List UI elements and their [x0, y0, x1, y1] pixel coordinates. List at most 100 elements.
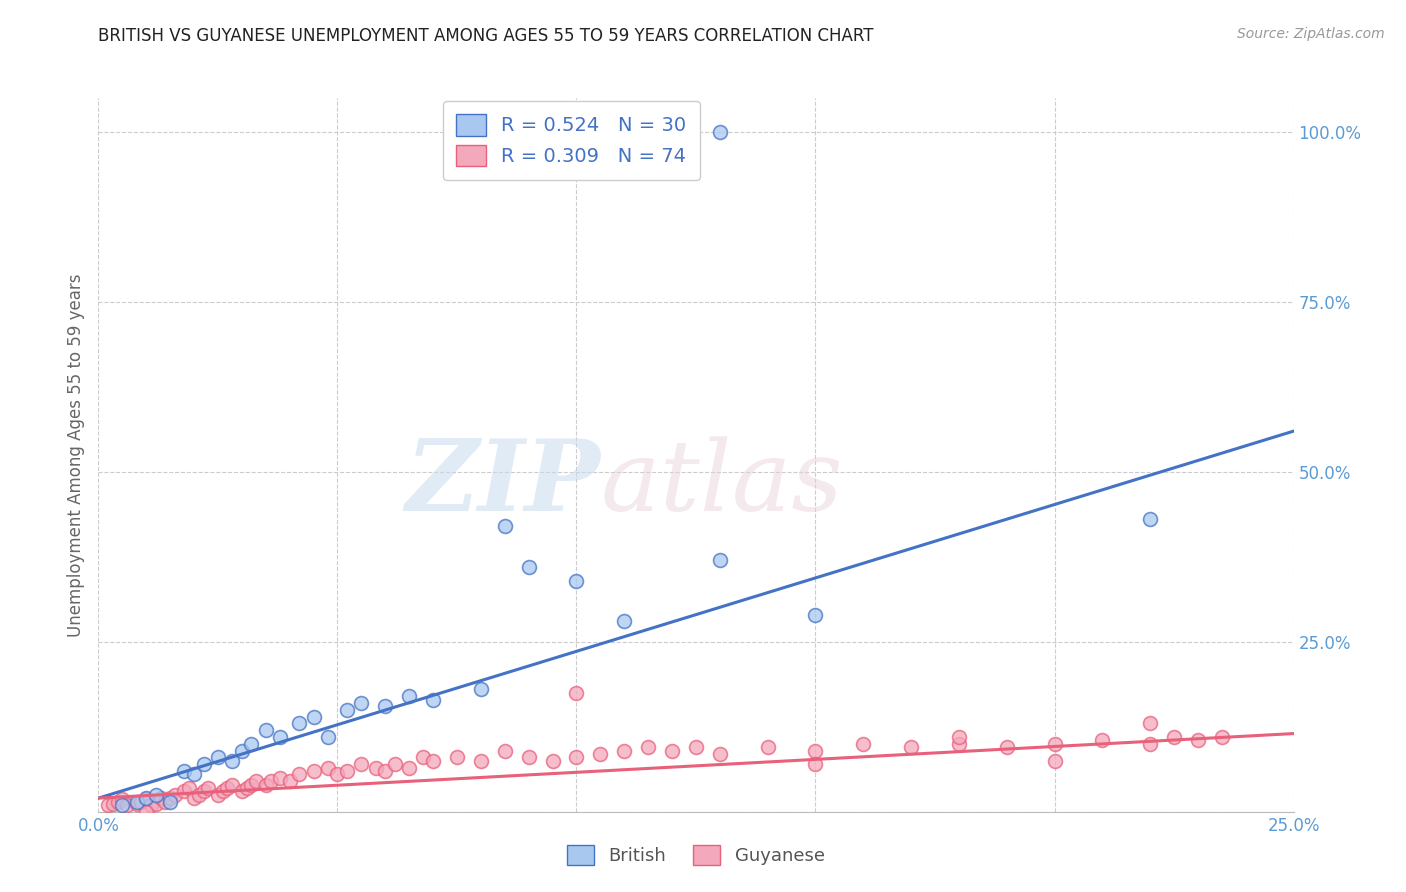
- Point: [804, 607, 827, 622]
- Point: [101, 797, 124, 811]
- Point: [709, 125, 731, 139]
- Point: [948, 730, 970, 744]
- Point: [187, 788, 209, 802]
- Point: [111, 792, 134, 806]
- Point: [350, 696, 373, 710]
- Point: [422, 692, 444, 706]
- Point: [384, 757, 406, 772]
- Point: [470, 754, 492, 768]
- Point: [207, 750, 229, 764]
- Point: [183, 791, 205, 805]
- Point: [756, 740, 779, 755]
- Point: [316, 730, 339, 744]
- Point: [613, 615, 636, 629]
- Point: [302, 709, 325, 723]
- Point: [125, 795, 148, 809]
- Point: [336, 764, 359, 778]
- Point: [111, 797, 134, 812]
- Point: [364, 760, 387, 774]
- Point: [163, 788, 186, 802]
- Point: [398, 689, 420, 703]
- Point: [374, 699, 396, 714]
- Point: [231, 784, 253, 798]
- Point: [494, 519, 516, 533]
- Point: [193, 784, 215, 798]
- Point: [135, 805, 157, 819]
- Point: [254, 778, 277, 792]
- Point: [565, 574, 588, 588]
- Point: [245, 774, 267, 789]
- Point: [139, 797, 162, 812]
- Point: [115, 797, 138, 812]
- Point: [254, 723, 277, 738]
- Point: [193, 757, 215, 772]
- Point: [900, 740, 922, 755]
- Point: [446, 750, 468, 764]
- Point: [1139, 716, 1161, 731]
- Point: [316, 760, 339, 774]
- Point: [637, 740, 659, 755]
- Point: [589, 747, 612, 761]
- Point: [685, 740, 707, 755]
- Point: [97, 797, 120, 812]
- Point: [422, 754, 444, 768]
- Point: [398, 760, 420, 774]
- Point: [155, 795, 177, 809]
- Point: [135, 792, 157, 806]
- Point: [278, 774, 301, 789]
- Point: [302, 764, 325, 778]
- Point: [517, 560, 540, 574]
- Text: Source: ZipAtlas.com: Source: ZipAtlas.com: [1237, 27, 1385, 41]
- Point: [1091, 733, 1114, 747]
- Point: [183, 767, 205, 781]
- Point: [350, 757, 373, 772]
- Point: [197, 780, 219, 795]
- Point: [149, 791, 172, 805]
- Point: [1187, 733, 1209, 747]
- Point: [231, 743, 253, 757]
- Point: [541, 754, 564, 768]
- Point: [1043, 737, 1066, 751]
- Point: [159, 795, 181, 809]
- Point: [412, 750, 434, 764]
- Point: [179, 780, 201, 795]
- Point: [565, 686, 588, 700]
- Point: [995, 740, 1018, 755]
- Point: [1139, 512, 1161, 526]
- Point: [852, 737, 875, 751]
- Point: [288, 767, 311, 781]
- Point: [613, 743, 636, 757]
- Point: [269, 730, 291, 744]
- Point: [145, 797, 167, 811]
- Point: [159, 791, 181, 805]
- Point: [211, 784, 233, 798]
- Point: [221, 778, 243, 792]
- Point: [145, 788, 167, 802]
- Point: [173, 784, 195, 798]
- Point: [217, 780, 239, 795]
- Point: [1163, 730, 1185, 744]
- Point: [565, 750, 588, 764]
- Point: [1211, 730, 1233, 744]
- Point: [709, 553, 731, 567]
- Point: [173, 764, 195, 778]
- Point: [240, 737, 263, 751]
- Point: [240, 778, 263, 792]
- Point: [494, 743, 516, 757]
- Text: BRITISH VS GUYANESE UNEMPLOYMENT AMONG AGES 55 TO 59 YEARS CORRELATION CHART: BRITISH VS GUYANESE UNEMPLOYMENT AMONG A…: [98, 27, 875, 45]
- Point: [288, 716, 311, 731]
- Point: [948, 737, 970, 751]
- Point: [207, 788, 229, 802]
- Point: [804, 743, 827, 757]
- Point: [470, 682, 492, 697]
- Point: [709, 747, 731, 761]
- Text: ZIP: ZIP: [405, 435, 600, 532]
- Point: [221, 754, 243, 768]
- Point: [326, 767, 349, 781]
- Point: [131, 795, 153, 809]
- Point: [517, 750, 540, 764]
- Point: [661, 743, 683, 757]
- Y-axis label: Unemployment Among Ages 55 to 59 years: Unemployment Among Ages 55 to 59 years: [66, 273, 84, 637]
- Point: [804, 757, 827, 772]
- Point: [1043, 754, 1066, 768]
